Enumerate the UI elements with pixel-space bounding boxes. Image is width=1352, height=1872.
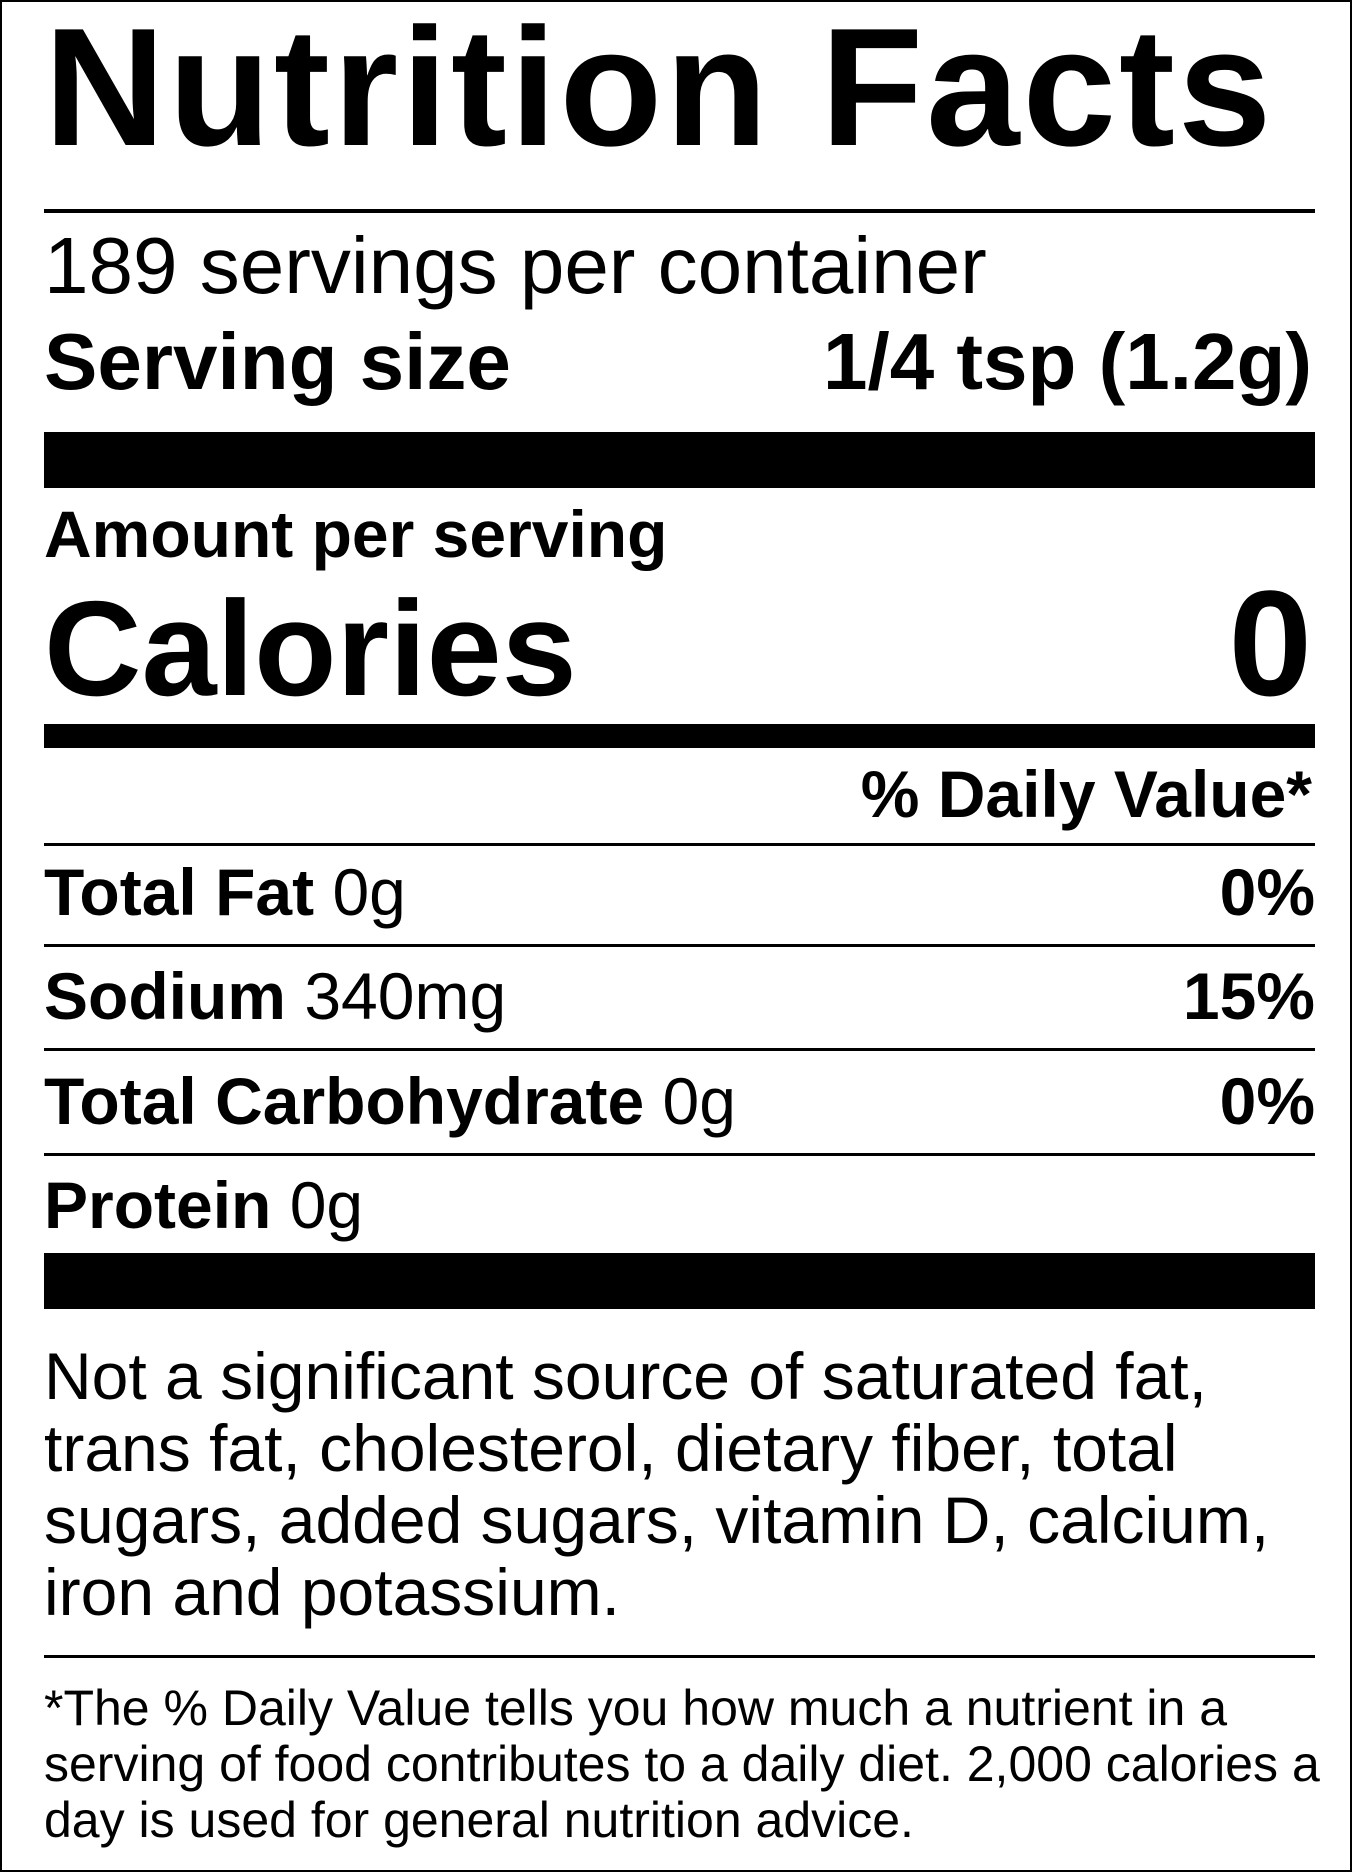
statement-line: sugars, added sugars, vitamin D, calcium… bbox=[44, 1483, 1270, 1557]
nutrient-name: Total Carbohydrate bbox=[44, 1064, 645, 1138]
row-divider bbox=[44, 944, 1315, 947]
nutrient-row-protein: Protein 0g bbox=[44, 1172, 1315, 1238]
title: Nutrition Facts bbox=[44, 0, 1275, 181]
nutrient-amount: 0g bbox=[332, 855, 406, 929]
nutrient-row-total-carbohydrate: Total Carbohydrate 0g 0% bbox=[44, 1068, 1315, 1134]
nutrient-amount: 340mg bbox=[304, 959, 507, 1033]
nutrient-dv: 0% bbox=[1219, 855, 1315, 929]
serving-size-value: 1/4 tsp (1.2g) bbox=[822, 317, 1312, 406]
statement-line: trans fat, cholesterol, dietary fiber, t… bbox=[44, 1411, 1178, 1485]
thick-divider bbox=[44, 1253, 1315, 1309]
statement-line: Not a significant source of saturated fa… bbox=[44, 1339, 1207, 1413]
nutrient-amount: 0g bbox=[289, 1168, 364, 1242]
nutrient-row-total-fat: Total Fat 0g 0% bbox=[44, 859, 1315, 925]
footnote-divider bbox=[44, 1655, 1315, 1658]
nutrient-amount: 0g bbox=[662, 1064, 736, 1138]
serving-size-label: Serving size bbox=[44, 317, 511, 406]
footnote-line: serving of food contributes to a daily d… bbox=[44, 1736, 1320, 1792]
calories-label: Calories bbox=[44, 573, 577, 724]
nutrient-row-sodium: Sodium 340mg 15% bbox=[44, 963, 1315, 1029]
not-significant-statement: Not a significant source of saturated fa… bbox=[44, 1340, 1269, 1628]
nutrient-name: Total Fat bbox=[44, 855, 315, 929]
footnote-line: day is used for general nutrition advice… bbox=[44, 1792, 914, 1848]
daily-value-footnote: *The % Daily Value tells you how much a … bbox=[44, 1680, 1320, 1848]
statement-line: iron and potassium. bbox=[44, 1555, 620, 1629]
nutrient-name: Protein bbox=[44, 1168, 272, 1242]
daily-value-header: % Daily Value* bbox=[860, 757, 1312, 831]
nutrient-dv: 0% bbox=[1219, 1064, 1315, 1138]
nutrient-name: Sodium bbox=[44, 959, 286, 1033]
thick-divider bbox=[44, 432, 1315, 488]
medium-divider bbox=[44, 724, 1315, 748]
calories-value: 0 bbox=[1228, 559, 1312, 727]
row-divider bbox=[44, 1048, 1315, 1051]
amount-per-serving: Amount per serving bbox=[44, 497, 668, 571]
row-divider bbox=[44, 1153, 1315, 1156]
title-divider bbox=[44, 209, 1315, 213]
nutrient-dv: 15% bbox=[1182, 959, 1315, 1033]
row-divider bbox=[44, 843, 1315, 846]
servings-per-container: 189 servings per container bbox=[44, 221, 987, 310]
footnote-line: *The % Daily Value tells you how much a … bbox=[44, 1680, 1228, 1736]
